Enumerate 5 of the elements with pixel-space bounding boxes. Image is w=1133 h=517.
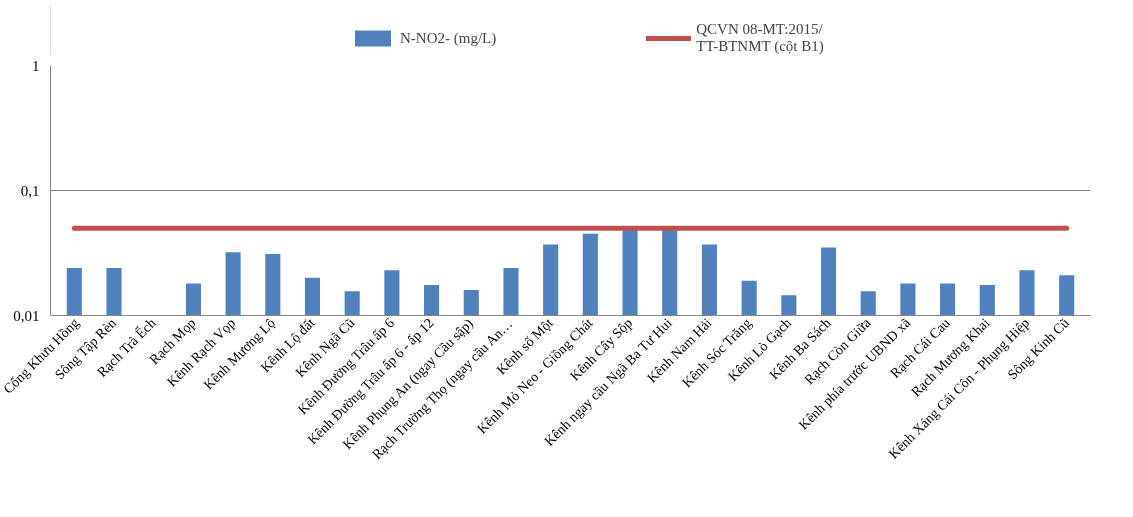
y-tick-label: 0,01 — [13, 307, 40, 324]
y-tick-label: 1 — [32, 57, 40, 74]
y-tick-label: 0,1 — [20, 182, 40, 199]
legend-label: N-NO2- (mg/L) — [400, 29, 497, 47]
legend-label: QCVN 08-MT:2015/ TT-BTNMT (cột B1) — [696, 21, 824, 55]
